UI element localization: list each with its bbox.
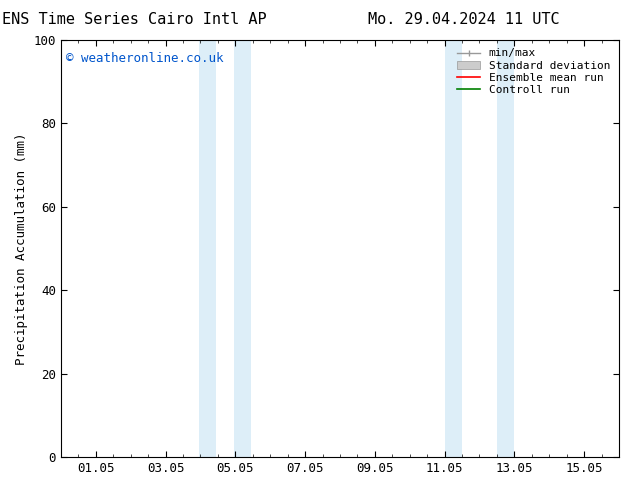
Bar	[198, 40, 216, 457]
Text: ENS Time Series Cairo Intl AP: ENS Time Series Cairo Intl AP	[2, 12, 266, 27]
Bar	[444, 40, 462, 457]
Bar	[233, 40, 251, 457]
Legend: min/max, Standard deviation, Ensemble mean run, Controll run: min/max, Standard deviation, Ensemble me…	[454, 45, 614, 98]
Bar	[497, 40, 514, 457]
Text: Mo. 29.04.2024 11 UTC: Mo. 29.04.2024 11 UTC	[368, 12, 559, 27]
Y-axis label: Precipitation Accumulation (mm): Precipitation Accumulation (mm)	[15, 132, 28, 365]
Text: © weatheronline.co.uk: © weatheronline.co.uk	[67, 52, 224, 65]
